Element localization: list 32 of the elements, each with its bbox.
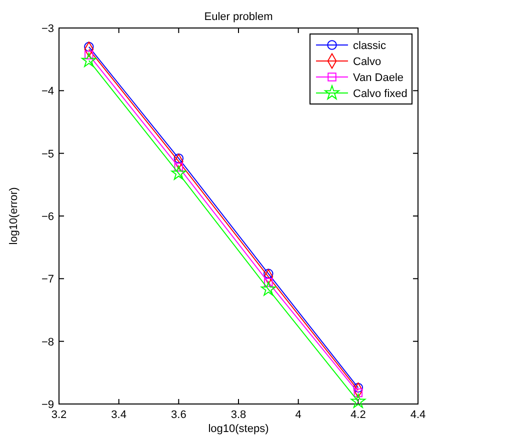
point	[171, 166, 186, 180]
x-tick-label: 4	[295, 409, 302, 421]
y-tick-label: −3	[41, 23, 54, 35]
point	[350, 394, 366, 408]
chart-title: Euler problem	[204, 11, 273, 23]
point	[81, 52, 96, 67]
y-tick-label: −6	[41, 211, 54, 223]
point	[174, 162, 184, 172]
x-tick-label: 3.4	[111, 409, 126, 421]
y-tick-label: −7	[41, 274, 54, 286]
y-tick-label: −5	[41, 148, 54, 160]
point	[84, 42, 94, 52]
x-tick-label: 4.2	[350, 409, 366, 421]
point	[264, 268, 274, 279]
point	[260, 282, 276, 296]
legend-label: Calvo	[353, 56, 382, 68]
point	[174, 153, 184, 164]
y-tick-label: −4	[41, 86, 54, 98]
legend-label: Van Daele	[353, 72, 404, 84]
point	[84, 50, 94, 60]
x-axis-title: log10(steps)	[208, 423, 269, 435]
y-tick-label: −9	[41, 399, 54, 411]
x-tick-label: 3.6	[171, 409, 186, 421]
legend-label: classic	[353, 40, 387, 52]
x-tick-label: 3.2	[51, 409, 67, 421]
y-tick-label: −8	[41, 336, 54, 348]
legend-label: Calvo fixed	[353, 88, 408, 100]
x-tick-label: 3.8	[230, 409, 246, 421]
point	[353, 382, 364, 393]
point	[264, 278, 273, 287]
y-axis-title: log10(error)	[8, 187, 20, 245]
x-tick-label: 4.4	[410, 409, 426, 421]
